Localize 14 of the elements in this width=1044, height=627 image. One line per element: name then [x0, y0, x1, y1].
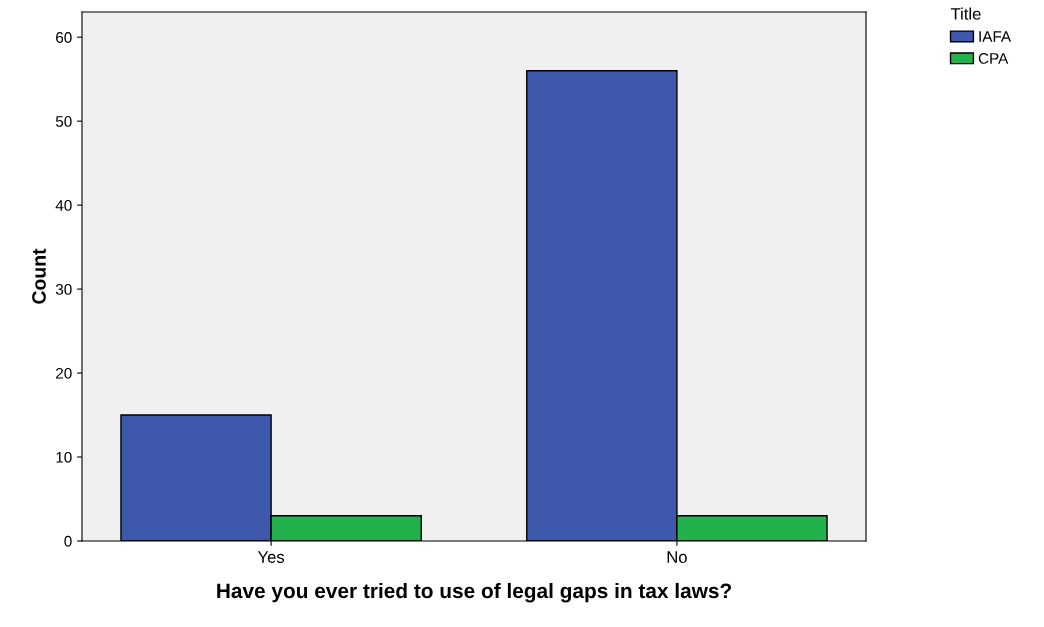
y-tick-label: 10 — [56, 451, 72, 463]
legend-label: IAFA — [979, 31, 1012, 42]
legend-label: CPA — [978, 52, 1009, 64]
y-tick-label: 30 — [55, 283, 72, 295]
y-axis-title: Count — [32, 248, 46, 304]
legend-title: Title — [950, 7, 981, 20]
x-tick-label: No — [667, 551, 687, 563]
x-tick-label: Yes — [257, 551, 285, 563]
y-tick-label: 20 — [56, 367, 72, 379]
x-axis-title: Have you ever tried to use of legal gaps in tax laws? — [217, 582, 732, 603]
y-tick-label: 40 — [55, 199, 72, 211]
y-tick-label: 60 — [56, 32, 72, 43]
y-tick-label: 50 — [55, 116, 72, 127]
y-tick-label: 0 — [64, 535, 72, 547]
